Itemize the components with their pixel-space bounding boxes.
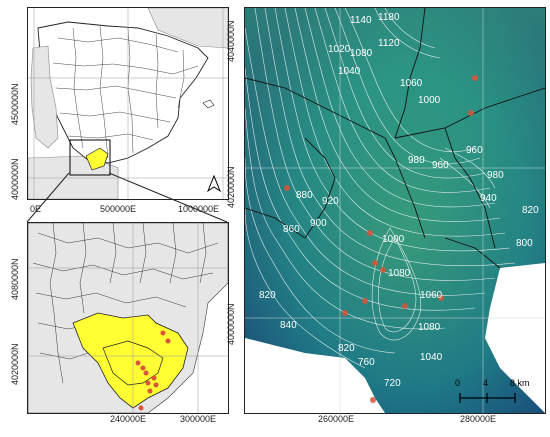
- elevation-y-tick-3: 4000000N: [226, 303, 236, 345]
- contour-label: 860: [283, 224, 300, 235]
- regional-map-panel: [27, 222, 229, 414]
- regional-map-svg: [28, 223, 228, 413]
- regional-y-tick-1: 4080000N: [10, 258, 20, 300]
- contour-label: 760: [358, 357, 375, 368]
- iberia-x-tick-2: 500000E: [100, 204, 137, 214]
- france-landmass: [147, 8, 228, 49]
- portugal-outline: [30, 45, 59, 149]
- contour-label: 920: [322, 196, 339, 207]
- contour-label: 1140: [350, 15, 372, 26]
- iberia-x-tick-3: 1000000E: [178, 204, 220, 214]
- contour-label: 1020: [328, 44, 351, 55]
- scale-bar-tick-0: 0: [455, 378, 461, 388]
- iberia-y-tick-1: 4500000N: [10, 83, 20, 125]
- contour-label: 980: [487, 170, 504, 181]
- contour-label: 1040: [420, 352, 443, 363]
- municipality-borders: [32, 223, 219, 384]
- contour-label: 900: [310, 218, 327, 229]
- contour-label: 960: [432, 160, 449, 171]
- contour-label: 820: [522, 205, 539, 216]
- contour-label: 820: [259, 290, 276, 301]
- iberia-y-tick-2: 4000000N: [10, 158, 20, 200]
- iberia-map-svg: [28, 8, 228, 199]
- scale-bar: [459, 393, 516, 403]
- contour-label: 1180: [378, 12, 400, 23]
- contour-label: 1000: [418, 95, 441, 106]
- contour-label: 800: [516, 238, 533, 249]
- admin-borders: [245, 8, 545, 269]
- scale-bar-tick-2: 8 km: [510, 378, 530, 388]
- inset-extent-box: [69, 139, 111, 176]
- contour-label: 880: [296, 190, 313, 201]
- regional-x-tick-2: 300000E: [180, 414, 217, 424]
- study-subarea: [102, 340, 164, 386]
- iberia-x-tick-1: 0E: [30, 204, 42, 214]
- contour-label: 1080: [388, 268, 411, 279]
- study-area: [72, 312, 189, 409]
- contour-label: 940: [480, 193, 497, 204]
- elevation-y-tick-1: 4040000N: [226, 20, 236, 62]
- balearic-islands: [202, 99, 215, 109]
- sea-area-east: [485, 263, 545, 413]
- contour-label: 1080: [350, 48, 373, 59]
- contour-label: 980: [408, 155, 425, 166]
- elevation-y-tick-2: 4020000N: [226, 166, 236, 208]
- contour-label: 720: [384, 378, 401, 389]
- contour-label: 1040: [338, 66, 361, 77]
- contour-lines: [245, 8, 516, 369]
- contour-label: 820: [338, 343, 355, 354]
- contour-label: 1120: [378, 38, 400, 49]
- contour-label: 1080: [418, 322, 441, 333]
- contour-label: 1060: [400, 78, 423, 89]
- regional-y-tick-2: 4020000N: [10, 343, 20, 385]
- scale-bar-tick-1: 4: [483, 378, 489, 388]
- contour-label: 1000: [382, 234, 405, 245]
- regional-x-tick-1: 240000E: [110, 414, 147, 424]
- sample-points: [135, 330, 171, 411]
- iberia-map-panel: [27, 7, 229, 200]
- contour-label: 960: [466, 145, 483, 156]
- elevation-x-tick-2: 280000E: [460, 414, 497, 424]
- elevation-map-svg: [245, 8, 545, 413]
- contour-label: 1060: [420, 290, 443, 301]
- sample-points-detail: [284, 75, 478, 403]
- contour-label: 840: [280, 320, 297, 331]
- spain-outline: [37, 21, 209, 164]
- elevation-x-tick-1: 260000E: [318, 414, 355, 424]
- highlighted-province: [85, 147, 109, 171]
- sea-area-south: [245, 338, 385, 413]
- elevation-map-panel: [244, 7, 546, 414]
